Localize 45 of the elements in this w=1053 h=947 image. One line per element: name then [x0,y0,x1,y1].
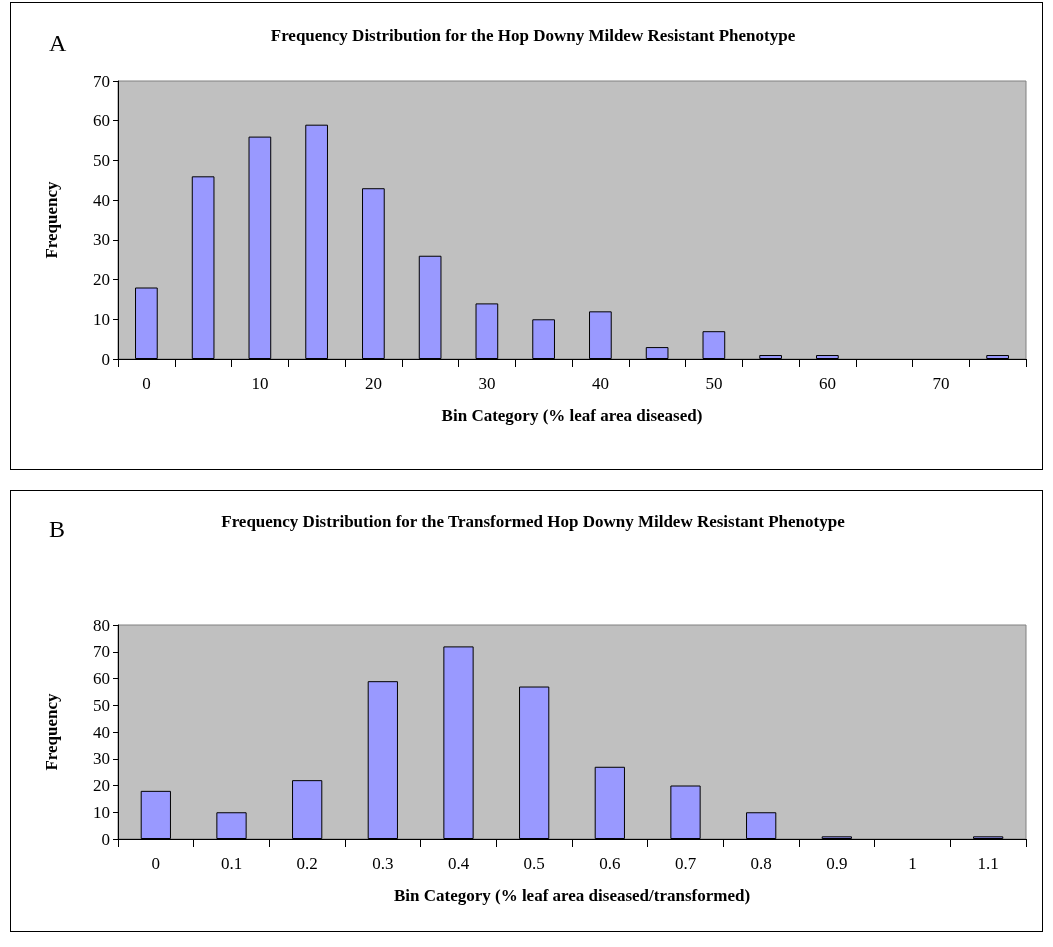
x-tick-label: 0.1 [220,854,243,873]
x-axis-title: Bin Category (% leaf area diseased) [441,406,703,425]
y-tick-label: 0 [101,349,110,369]
y-tick-label: 40 [93,190,110,210]
y-tick-label: 70 [93,642,110,662]
y-axis-title: Frequency [42,180,61,259]
x-tick-label: 0.2 [296,854,318,873]
y-axis-title: Frequency [42,692,61,771]
y-tick-label: 50 [93,695,110,715]
x-tick-label: 0.9 [826,854,848,873]
x-tick-label: 0.7 [674,854,697,873]
y-tick-label: 20 [93,270,110,290]
x-tick-label: 0.5 [523,854,545,873]
y-tick-label: 0 [101,829,110,849]
x-tick-label: 0 [151,854,161,873]
text: B [49,516,66,542]
y-tick-label: 60 [93,669,110,688]
x-tick-label: 1 [908,854,917,873]
y-tick-label: 70 [93,71,110,91]
y-tick-label: 30 [93,230,110,250]
y-tick-label: 50 [93,150,110,170]
x-axis-title: Bin Category (% leaf area diseased/transformed) [393,886,751,905]
y-tick-label: 20 [93,776,110,795]
x-tick-label: 1.1 [977,854,999,873]
x-tick-label: 0 [142,374,151,393]
x-tick-label: 50 [705,374,723,393]
y-tick-label: 10 [93,802,110,822]
text: A [49,30,67,56]
y-tick-label: 40 [93,722,110,742]
x-tick-label: 30 [478,374,496,393]
chart-title: Frequency Distribution for the Hop Downy Mildew Resistant Phenotype [270,25,796,45]
chart-title: Frequency Distribution for the Transformed Hop Downy Mildew Resistant Phenotype [221,511,846,531]
y-tick-label: 80 [93,615,110,635]
x-tick-label: 0.8 [750,854,772,873]
y-tick-label: 60 [93,111,110,131]
x-tick-label: 70 [932,374,950,393]
x-tick-label: 0.6 [599,854,621,873]
x-tick-label: 40 [591,374,609,393]
x-tick-label: 20 [364,374,382,393]
x-tick-label: 60 [818,374,836,393]
x-tick-label: 0.4 [447,854,470,873]
y-tick-label: 10 [93,309,110,329]
x-tick-label: 0.3 [372,854,394,873]
x-tick-label: 10 [251,374,269,393]
y-tick-label: 30 [93,749,110,769]
